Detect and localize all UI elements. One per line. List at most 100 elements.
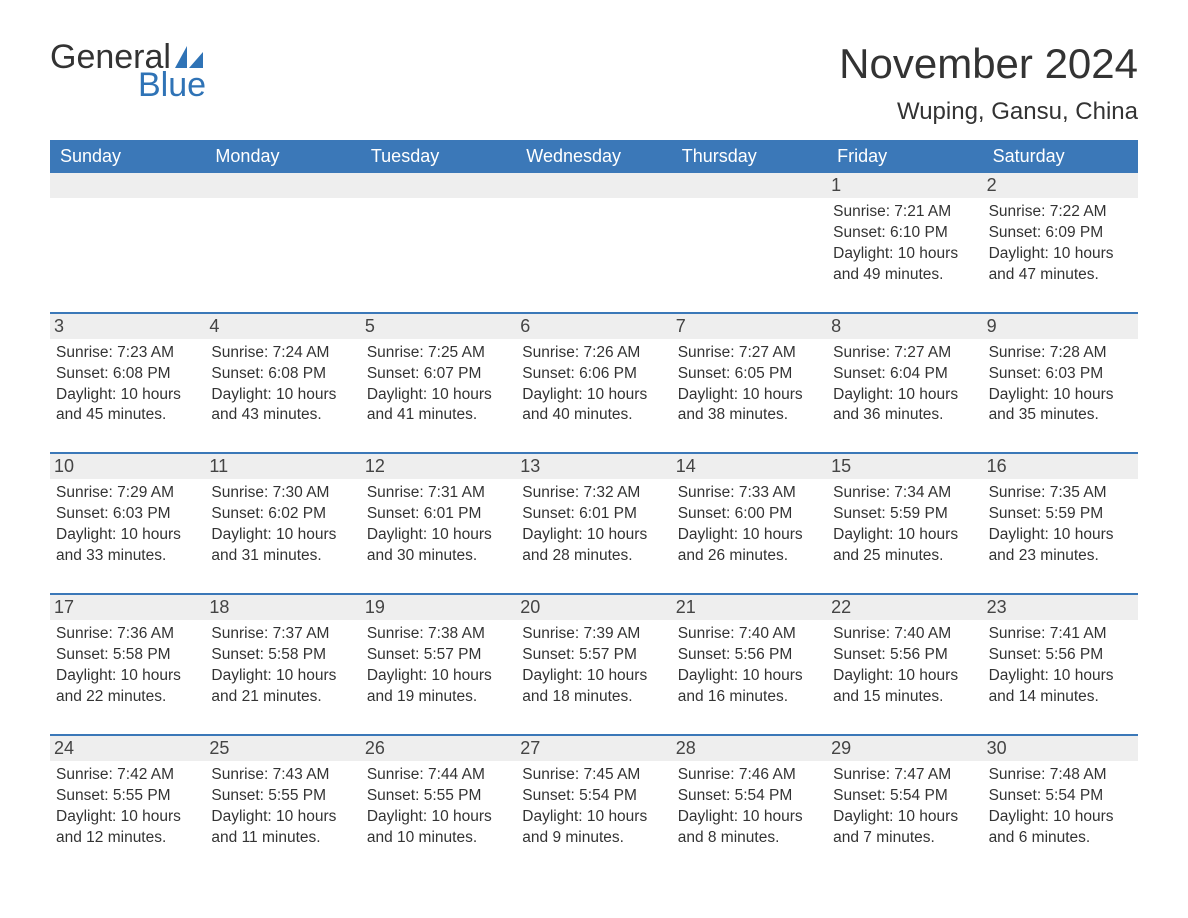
daylight-text: Daylight: 10 hours and 30 minutes. (367, 525, 510, 567)
calendar-cell: 17Sunrise: 7:36 AMSunset: 5:58 PMDayligh… (50, 593, 205, 716)
sunrise-text: Sunrise: 7:28 AM (989, 343, 1132, 364)
daylight-text: Daylight: 10 hours and 12 minutes. (56, 807, 199, 849)
sunset-text: Sunset: 5:55 PM (367, 786, 510, 807)
sunrise-text: Sunrise: 7:48 AM (989, 765, 1132, 786)
calendar-week: 24Sunrise: 7:42 AMSunset: 5:55 PMDayligh… (50, 734, 1138, 857)
daylight-text: Daylight: 10 hours and 23 minutes. (989, 525, 1132, 567)
calendar-cell-empty (50, 173, 205, 294)
day-number: 20 (516, 593, 671, 620)
day-number: 23 (983, 593, 1138, 620)
sunrise-text: Sunrise: 7:47 AM (833, 765, 976, 786)
sunset-text: Sunset: 6:09 PM (989, 223, 1132, 244)
daylight-text: Daylight: 10 hours and 21 minutes. (211, 666, 354, 708)
calendar: Sunday Monday Tuesday Wednesday Thursday… (50, 140, 1138, 856)
sunrise-text: Sunrise: 7:37 AM (211, 624, 354, 645)
day-number: 4 (205, 312, 360, 339)
daylight-text: Daylight: 10 hours and 28 minutes. (522, 525, 665, 567)
sunset-text: Sunset: 5:55 PM (56, 786, 199, 807)
day-number: 1 (827, 173, 982, 198)
day-number: 26 (361, 734, 516, 761)
sunrise-text: Sunrise: 7:27 AM (833, 343, 976, 364)
daylight-text: Daylight: 10 hours and 49 minutes. (833, 244, 976, 286)
calendar-cell: 25Sunrise: 7:43 AMSunset: 5:55 PMDayligh… (205, 734, 360, 857)
sunrise-text: Sunrise: 7:39 AM (522, 624, 665, 645)
sunrise-text: Sunrise: 7:40 AM (678, 624, 821, 645)
sunset-text: Sunset: 5:54 PM (989, 786, 1132, 807)
day-header-thursday: Thursday (672, 140, 827, 173)
sunset-text: Sunset: 6:01 PM (522, 504, 665, 525)
day-number: 13 (516, 452, 671, 479)
calendar-cell: 18Sunrise: 7:37 AMSunset: 5:58 PMDayligh… (205, 593, 360, 716)
calendar-cell-empty (361, 173, 516, 294)
daylight-text: Daylight: 10 hours and 11 minutes. (211, 807, 354, 849)
day-number: 7 (672, 312, 827, 339)
day-number: 21 (672, 593, 827, 620)
header: General Blue November 2024 Wuping, Gansu… (50, 40, 1138, 132)
sunrise-text: Sunrise: 7:21 AM (833, 202, 976, 223)
sunset-text: Sunset: 6:10 PM (833, 223, 976, 244)
calendar-cell-empty (516, 173, 671, 294)
sunrise-text: Sunrise: 7:38 AM (367, 624, 510, 645)
sunset-text: Sunset: 5:59 PM (989, 504, 1132, 525)
logo: General Blue (50, 40, 206, 102)
daylight-text: Daylight: 10 hours and 35 minutes. (989, 385, 1132, 427)
day-number: 29 (827, 734, 982, 761)
sunset-text: Sunset: 5:58 PM (56, 645, 199, 666)
daylight-text: Daylight: 10 hours and 15 minutes. (833, 666, 976, 708)
day-number: 25 (205, 734, 360, 761)
day-number: 10 (50, 452, 205, 479)
day-number (672, 173, 827, 198)
daylight-text: Daylight: 10 hours and 19 minutes. (367, 666, 510, 708)
daylight-text: Daylight: 10 hours and 41 minutes. (367, 385, 510, 427)
daylight-text: Daylight: 10 hours and 8 minutes. (678, 807, 821, 849)
sunset-text: Sunset: 6:01 PM (367, 504, 510, 525)
sunrise-text: Sunrise: 7:24 AM (211, 343, 354, 364)
day-header-wednesday: Wednesday (516, 140, 671, 173)
sunset-text: Sunset: 6:02 PM (211, 504, 354, 525)
logo-text-bottom: Blue (50, 68, 206, 102)
day-number: 14 (672, 452, 827, 479)
daylight-text: Daylight: 10 hours and 18 minutes. (522, 666, 665, 708)
calendar-cell: 8Sunrise: 7:27 AMSunset: 6:04 PMDaylight… (827, 312, 982, 435)
sunset-text: Sunset: 5:56 PM (678, 645, 821, 666)
calendar-cell: 9Sunrise: 7:28 AMSunset: 6:03 PMDaylight… (983, 312, 1138, 435)
day-number: 24 (50, 734, 205, 761)
sunrise-text: Sunrise: 7:34 AM (833, 483, 976, 504)
day-number (205, 173, 360, 198)
sunset-text: Sunset: 5:56 PM (989, 645, 1132, 666)
sunrise-text: Sunrise: 7:30 AM (211, 483, 354, 504)
weeks-container: 1Sunrise: 7:21 AMSunset: 6:10 PMDaylight… (50, 173, 1138, 856)
calendar-cell: 5Sunrise: 7:25 AMSunset: 6:07 PMDaylight… (361, 312, 516, 435)
calendar-cell: 23Sunrise: 7:41 AMSunset: 5:56 PMDayligh… (983, 593, 1138, 716)
day-header-sunday: Sunday (50, 140, 205, 173)
day-number: 3 (50, 312, 205, 339)
day-number: 27 (516, 734, 671, 761)
location-text: Wuping, Gansu, China (839, 98, 1138, 126)
daylight-text: Daylight: 10 hours and 36 minutes. (833, 385, 976, 427)
calendar-cell: 15Sunrise: 7:34 AMSunset: 5:59 PMDayligh… (827, 452, 982, 575)
calendar-cell: 16Sunrise: 7:35 AMSunset: 5:59 PMDayligh… (983, 452, 1138, 575)
calendar-cell: 26Sunrise: 7:44 AMSunset: 5:55 PMDayligh… (361, 734, 516, 857)
sunrise-text: Sunrise: 7:35 AM (989, 483, 1132, 504)
calendar-cell: 27Sunrise: 7:45 AMSunset: 5:54 PMDayligh… (516, 734, 671, 857)
day-number: 19 (361, 593, 516, 620)
day-number: 11 (205, 452, 360, 479)
calendar-cell: 22Sunrise: 7:40 AMSunset: 5:56 PMDayligh… (827, 593, 982, 716)
daylight-text: Daylight: 10 hours and 22 minutes. (56, 666, 199, 708)
daylight-text: Daylight: 10 hours and 45 minutes. (56, 385, 199, 427)
daylight-text: Daylight: 10 hours and 16 minutes. (678, 666, 821, 708)
day-header-saturday: Saturday (983, 140, 1138, 173)
day-header-monday: Monday (205, 140, 360, 173)
calendar-cell: 2Sunrise: 7:22 AMSunset: 6:09 PMDaylight… (983, 173, 1138, 294)
sunset-text: Sunset: 6:07 PM (367, 364, 510, 385)
calendar-cell: 6Sunrise: 7:26 AMSunset: 6:06 PMDaylight… (516, 312, 671, 435)
sunset-text: Sunset: 6:03 PM (989, 364, 1132, 385)
sunset-text: Sunset: 6:05 PM (678, 364, 821, 385)
calendar-week: 10Sunrise: 7:29 AMSunset: 6:03 PMDayligh… (50, 452, 1138, 575)
daylight-text: Daylight: 10 hours and 25 minutes. (833, 525, 976, 567)
daylight-text: Daylight: 10 hours and 43 minutes. (211, 385, 354, 427)
title-block: November 2024 Wuping, Gansu, China (839, 40, 1138, 132)
day-number: 6 (516, 312, 671, 339)
daylight-text: Daylight: 10 hours and 9 minutes. (522, 807, 665, 849)
sunset-text: Sunset: 6:00 PM (678, 504, 821, 525)
